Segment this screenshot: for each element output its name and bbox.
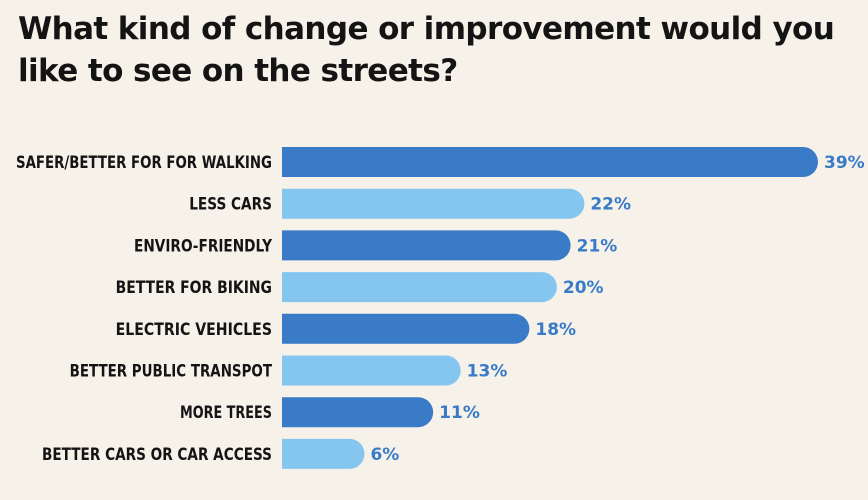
category-label: ENVIRO-FRIENDLY	[134, 236, 273, 256]
bar	[282, 188, 585, 219]
value-label: 22%	[590, 195, 631, 215]
bar	[282, 313, 530, 344]
value-label: 6%	[370, 445, 399, 465]
category-label: BETTER CARS OR CAR ACCESS	[42, 445, 272, 465]
value-label: 20%	[563, 278, 604, 298]
value-label: 18%	[535, 320, 576, 340]
bar	[282, 230, 571, 261]
category-label: BETTER FOR BIKING	[116, 278, 272, 298]
bar	[282, 438, 365, 469]
value-label: 13%	[467, 362, 508, 382]
category-label: SAFER/BETTER FOR FOR WALKING	[16, 153, 272, 173]
category-label: MORE TREES	[180, 403, 272, 423]
category-label: BETTER PUBLIC TRANSPOT	[70, 362, 273, 382]
value-label: 21%	[577, 236, 618, 256]
chart-title: What kind of change or improvement would…	[18, 11, 835, 89]
value-label: 39%	[824, 153, 865, 173]
value-label: 11%	[439, 403, 480, 423]
bar	[282, 272, 557, 303]
category-label: ELECTRIC VEHICLES	[116, 320, 272, 340]
bar	[282, 147, 818, 177]
bar	[282, 355, 461, 386]
category-label: LESS CARS	[189, 195, 272, 215]
bar	[282, 397, 434, 428]
